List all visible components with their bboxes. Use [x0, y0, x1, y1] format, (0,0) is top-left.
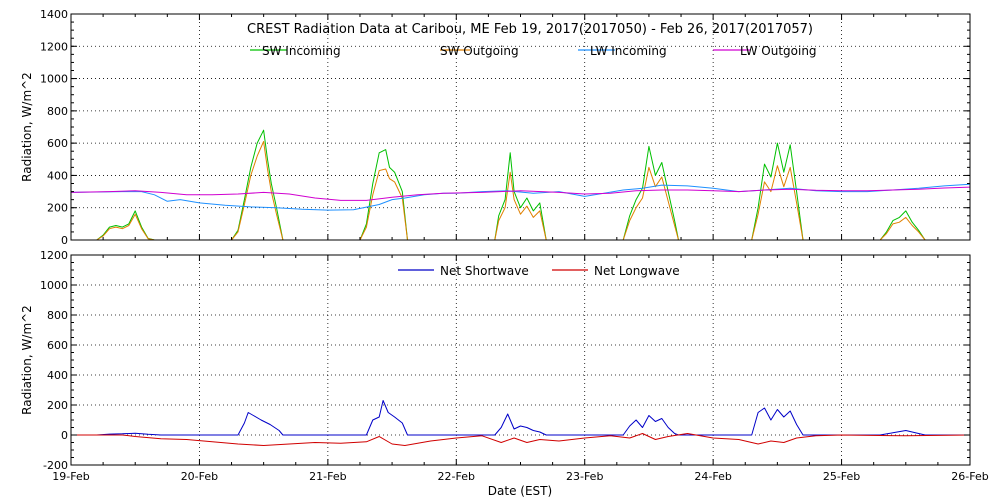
- series-line-lw-incoming: [70, 183, 971, 211]
- bottom-y-axis-label: Radiation, W/m^2: [20, 305, 34, 415]
- x-tick-label: 21-Feb: [309, 470, 346, 483]
- legend-lw-incoming: LW Incoming: [590, 44, 667, 58]
- x-tick-label: 20-Feb: [181, 470, 218, 483]
- bottom-gridlines: [71, 255, 970, 465]
- top-legend: SW Incoming SW Outgoing LW Incoming LW O…: [250, 44, 817, 58]
- bottom-axis-ticks: -200 0 200 400 600 800 1000 1200 19-Feb 20-Feb 21-…: [40, 249, 989, 483]
- bottom-y-tick-label: 0: [61, 429, 68, 442]
- series-line-lw-outgoing: [70, 186, 971, 201]
- bottom-y-tick-label: 1000: [40, 279, 68, 292]
- bottom-y-tick-label: 200: [47, 399, 68, 412]
- bottom-series-group: [71, 400, 971, 446]
- series-line-net-longwave: [71, 433, 971, 446]
- bottom-legend: Net Shortwave Net Longwave: [398, 264, 680, 278]
- top-y-tick-label: 1200: [40, 40, 68, 53]
- x-axis-label: Date (EST): [488, 484, 552, 498]
- top-y-tick-label: 400: [47, 169, 68, 182]
- bottom-y-tick-label: 800: [47, 309, 68, 322]
- series-line-net-shortwave: [71, 400, 970, 436]
- bottom-y-tick-label: 400: [47, 369, 68, 382]
- top-series-group: [70, 129, 971, 241]
- top-gridlines: [71, 14, 970, 240]
- bottom-panel: -200 0 200 400 600 800 1000 1200 19-Feb 20-Feb 21-…: [20, 249, 989, 498]
- top-y-tick-label: 1400: [40, 8, 68, 21]
- top-axis-ticks: 0 200 400 600 800 1000 1200 1400: [40, 8, 971, 247]
- top-y-tick-label: 600: [47, 137, 68, 150]
- top-y-tick-label: 0: [61, 234, 68, 247]
- legend-sw-incoming: SW Incoming: [262, 44, 341, 58]
- top-chart-title: CREST Radiation Data at Caribou, ME Feb …: [247, 22, 813, 37]
- legend-lw-outgoing: LW Outgoing: [740, 44, 817, 58]
- x-tick-label: 22-Feb: [438, 470, 475, 483]
- series-line-sw-outgoing: [71, 141, 970, 241]
- x-tick-label: 25-Feb: [823, 470, 860, 483]
- legend-sw-outgoing: SW Outgoing: [440, 44, 519, 58]
- top-y-tick-label: 1000: [40, 73, 68, 86]
- top-plot-frame: [70, 13, 971, 241]
- top-y-axis-label: Radiation, W/m^2: [20, 72, 34, 182]
- x-tick-label: 19-Feb: [52, 470, 89, 483]
- legend-net-shortwave: Net Shortwave: [440, 264, 529, 278]
- x-tick-label: 24-Feb: [694, 470, 731, 483]
- x-tick-label: 26-Feb: [951, 470, 988, 483]
- bottom-y-tick-label: 600: [47, 339, 68, 352]
- top-y-tick-label: 200: [47, 202, 68, 215]
- legend-net-longwave: Net Longwave: [594, 264, 680, 278]
- bottom-y-tick-label: 1200: [40, 249, 68, 262]
- bottom-plot-frame: [70, 254, 971, 466]
- top-y-tick-label: 800: [47, 105, 68, 118]
- bottom-y-tick-label: -200: [43, 459, 68, 472]
- top-panel: 0 200 400 600 800 1000 1200 1400 CREST Radiatio…: [20, 8, 971, 247]
- x-tick-label: 23-Feb: [566, 470, 603, 483]
- series-line-sw-incoming: [71, 129, 970, 241]
